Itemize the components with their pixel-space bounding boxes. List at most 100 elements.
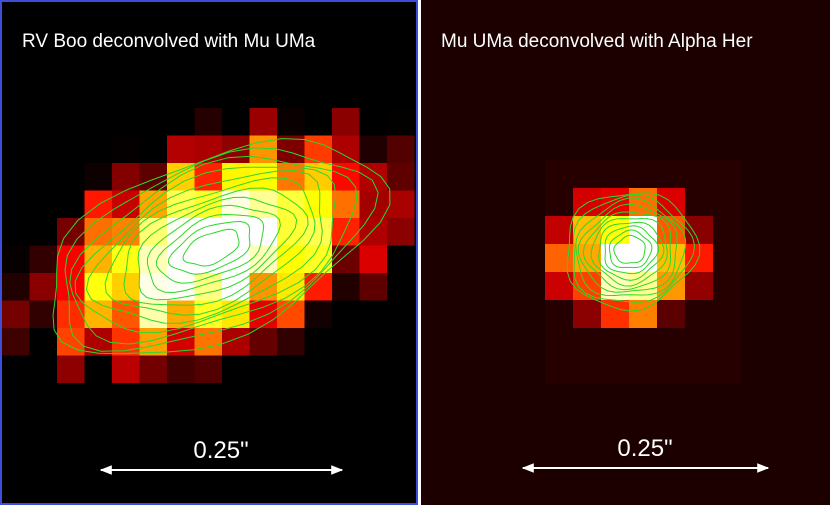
pixel: [277, 383, 305, 411]
pixel: [112, 218, 140, 246]
pixel: [2, 108, 30, 136]
pixel: [359, 383, 388, 411]
pixel: [414, 108, 416, 136]
pixel: [167, 108, 195, 136]
contour: [155, 213, 265, 284]
pixel: [112, 190, 140, 219]
pixel: [2, 383, 30, 411]
pixel: [222, 383, 250, 411]
contour: [85, 170, 323, 324]
contour: [613, 234, 646, 264]
contour: [582, 211, 672, 291]
pixel: [387, 383, 415, 411]
pixel: [57, 383, 85, 411]
pixel: [545, 188, 574, 217]
pixel: [29, 108, 58, 136]
pixel: [304, 300, 333, 329]
pixel: [84, 218, 113, 246]
pixel: [139, 383, 168, 411]
pixel: [57, 190, 85, 219]
pixel: [387, 190, 415, 219]
pixel: [387, 163, 415, 191]
pixel: [139, 410, 168, 439]
pixel: [277, 108, 305, 136]
contour: [64, 147, 379, 352]
pixel: [249, 355, 278, 384]
pixel: [359, 355, 388, 384]
pixel: [629, 328, 658, 357]
pixel: [2, 273, 30, 301]
pixel: [84, 163, 113, 191]
pixel: [387, 410, 415, 439]
pixel: [629, 160, 658, 189]
pixel: [414, 190, 416, 219]
pixel: [139, 273, 168, 301]
pixel: [249, 273, 278, 301]
pixel: [167, 135, 195, 164]
pixel: [573, 328, 602, 357]
pixel: [222, 410, 250, 439]
pixel: [277, 135, 305, 164]
pixel: [414, 273, 416, 301]
pixel: [139, 355, 168, 384]
pixel: [304, 273, 333, 301]
pixel: [2, 190, 30, 219]
pixel: [57, 355, 85, 384]
pixel: [29, 245, 58, 274]
pixel: [387, 135, 415, 164]
pixel: [332, 273, 360, 301]
pixel: [573, 356, 602, 385]
pixel: [359, 163, 388, 191]
pixel: [414, 410, 416, 439]
pixel: [304, 135, 333, 164]
pixel: [84, 108, 113, 136]
contour: [52, 138, 391, 355]
pixel: [304, 383, 333, 411]
contour: [104, 177, 316, 316]
contour: [575, 197, 687, 297]
pixel: [29, 218, 58, 246]
pixel: [545, 160, 574, 189]
pixel: [167, 383, 195, 411]
pixel: [713, 216, 742, 245]
pixel: [222, 108, 250, 136]
pixel: [685, 328, 714, 357]
pixel: [601, 160, 630, 189]
pixel: [29, 410, 58, 439]
contour: [146, 204, 281, 294]
pixel: [112, 410, 140, 439]
pixel: [2, 410, 30, 439]
pixel: [387, 245, 415, 274]
pixel: [713, 356, 742, 385]
pixel: [685, 300, 714, 329]
pixel: [332, 300, 360, 329]
pixel: [387, 108, 415, 136]
pixel: [112, 355, 140, 384]
pixel: [685, 216, 714, 245]
pixel: [332, 410, 360, 439]
pixel: [685, 188, 714, 217]
pixel: [167, 410, 195, 439]
pixel: [629, 356, 658, 385]
pixel: [167, 245, 195, 274]
pixel: [2, 163, 30, 191]
pixel: [414, 355, 416, 384]
pixel: [545, 356, 574, 385]
pixel: [545, 300, 574, 329]
pixel: [387, 300, 415, 329]
contour: [123, 187, 309, 306]
pixel: [657, 160, 686, 189]
pixel: [332, 355, 360, 384]
pixel: [304, 328, 333, 356]
pixel: [277, 190, 305, 219]
pixel: [713, 300, 742, 329]
pixel: [601, 356, 630, 385]
pixel: [57, 300, 85, 329]
pixel: [304, 410, 333, 439]
pixel: [249, 383, 278, 411]
left-image: [2, 108, 416, 439]
pixel: [414, 218, 416, 246]
pixel: [332, 245, 360, 274]
pixel: [573, 160, 602, 189]
